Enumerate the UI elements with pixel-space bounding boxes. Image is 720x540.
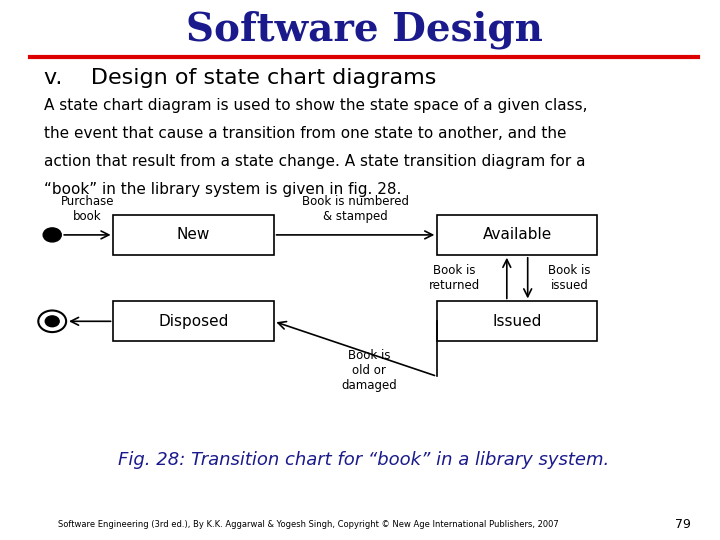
Text: the event that cause a transition from one state to another, and the: the event that cause a transition from o… bbox=[44, 126, 567, 141]
Text: 79: 79 bbox=[675, 518, 691, 531]
Text: “book” in the library system is given in fig. 28.: “book” in the library system is given in… bbox=[44, 182, 401, 197]
Text: Disposed: Disposed bbox=[158, 314, 229, 329]
Text: Available: Available bbox=[482, 227, 552, 242]
Text: A state chart diagram is used to show the state space of a given class,: A state chart diagram is used to show th… bbox=[44, 98, 588, 113]
Circle shape bbox=[45, 316, 59, 327]
Text: Issued: Issued bbox=[492, 314, 542, 329]
FancyBboxPatch shape bbox=[437, 301, 598, 341]
FancyBboxPatch shape bbox=[114, 301, 274, 341]
FancyBboxPatch shape bbox=[114, 215, 274, 255]
Text: Fig. 28: Transition chart for “book” in a library system.: Fig. 28: Transition chart for “book” in … bbox=[119, 451, 610, 469]
Text: Book is
old or
damaged: Book is old or damaged bbox=[341, 349, 397, 393]
Text: v.    Design of state chart diagrams: v. Design of state chart diagrams bbox=[44, 68, 436, 89]
FancyBboxPatch shape bbox=[437, 215, 598, 255]
Text: Book is
returned: Book is returned bbox=[429, 264, 480, 292]
Text: Software Design: Software Design bbox=[186, 10, 543, 49]
Circle shape bbox=[43, 228, 61, 242]
Text: action that result from a state change. A state transition diagram for a: action that result from a state change. … bbox=[44, 154, 585, 169]
Text: New: New bbox=[177, 227, 210, 242]
Text: Book is
issued: Book is issued bbox=[548, 264, 590, 292]
Text: Purchase
book: Purchase book bbox=[60, 195, 114, 223]
Text: Book is numbered
& stamped: Book is numbered & stamped bbox=[302, 195, 409, 223]
Text: Software Engineering (3rd ed.), By K.K. Aggarwal & Yogesh Singh, Copyright © New: Software Engineering (3rd ed.), By K.K. … bbox=[58, 521, 559, 529]
